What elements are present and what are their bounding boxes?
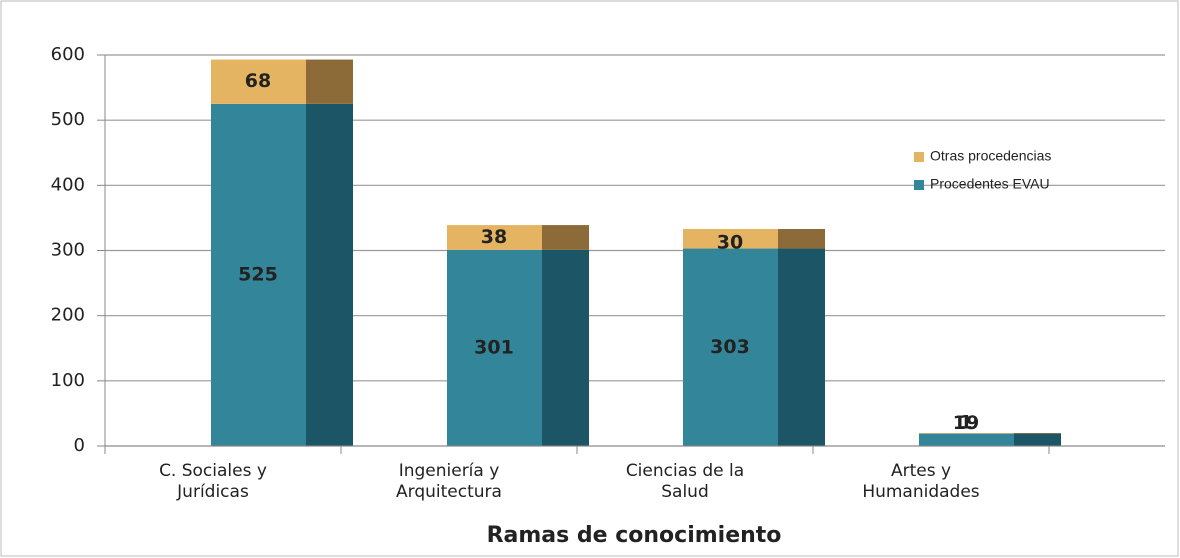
data-label: 303 [710,336,750,358]
bar [211,103,306,446]
y-tick-label: 0 [74,435,85,456]
x-tick-label: Jurídicas [176,482,249,502]
bar-side [778,228,825,249]
data-label: 19 [953,412,979,434]
data-label: 301 [474,336,514,358]
y-tick-label: 600 [51,44,85,65]
bar-side [542,249,589,446]
y-tick-label: 400 [51,174,85,195]
x-tick-label: Humanidades [862,482,979,502]
bar [683,248,778,446]
bar-side [1014,432,1061,434]
legend-label: Procedentes EVAU [930,176,1050,192]
legend-swatch [914,152,924,162]
x-tick-label: Ciencias de la [626,461,744,481]
y-tick-label: 200 [51,305,85,326]
x-tick-label: Arquitectura [396,482,502,502]
data-label: 38 [481,226,507,248]
x-tick-label: C. Sociales y [159,461,267,481]
bar [683,228,778,249]
x-tick-label: Salud [661,482,709,502]
x-axis-title: Ramas de conocimiento [487,523,782,548]
bar-side [1014,433,1061,446]
bar-side [306,103,353,446]
bar-side [306,59,353,104]
x-tick-label: Artes y [891,461,951,481]
y-tick-label: 100 [51,370,85,391]
bar [919,432,1014,434]
data-label: 525 [238,263,278,285]
y-tick-label: 300 [51,240,85,261]
bar [211,59,306,104]
bar-side [542,225,589,250]
bar [919,433,1014,446]
bar [447,249,542,446]
data-label: 30 [717,231,743,253]
y-tick-label: 500 [51,109,85,130]
bar [447,225,542,250]
x-tick-label: Ingeniería y [399,461,500,481]
legend-swatch [914,180,924,190]
data-label: 68 [245,70,271,92]
bar-side [778,248,825,446]
data-label: 1 [959,411,972,433]
legend-label: Otras procedencias [930,148,1051,164]
